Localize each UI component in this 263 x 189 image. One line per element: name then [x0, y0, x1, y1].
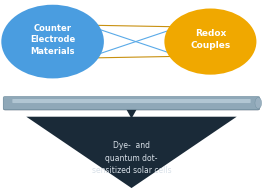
- Polygon shape: [126, 108, 137, 119]
- Circle shape: [164, 9, 256, 75]
- FancyBboxPatch shape: [12, 99, 251, 103]
- Text: Dye-  and
quantum dot-
sensitized solar cells: Dye- and quantum dot- sensitized solar c…: [92, 141, 171, 175]
- Polygon shape: [26, 117, 237, 188]
- Text: Counter
Electrode
Materials: Counter Electrode Materials: [30, 24, 75, 56]
- FancyBboxPatch shape: [3, 96, 260, 110]
- Circle shape: [1, 5, 104, 78]
- Ellipse shape: [255, 98, 262, 108]
- Text: Redox
Couples: Redox Couples: [190, 29, 231, 50]
- FancyBboxPatch shape: [3, 97, 260, 110]
